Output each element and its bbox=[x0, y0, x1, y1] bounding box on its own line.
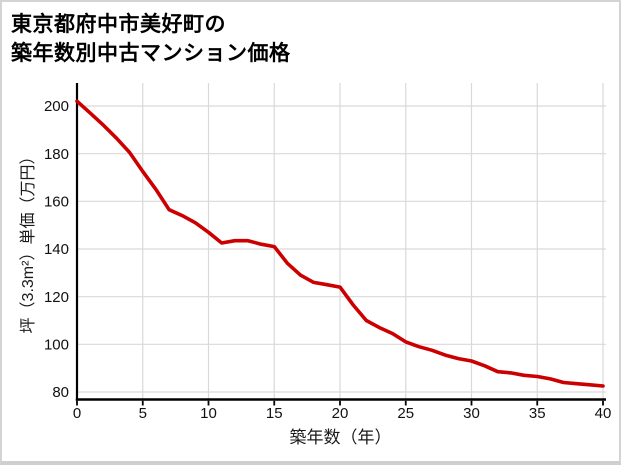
chart-title-line1: 東京都府中市美好町の bbox=[11, 13, 226, 36]
x-tick-label: 30 bbox=[463, 405, 480, 422]
chart-title: 東京都府中市美好町の 築年数別中古マンション価格 bbox=[11, 10, 291, 68]
x-tick-label: 40 bbox=[595, 405, 612, 422]
y-tick-label: 140 bbox=[44, 241, 69, 258]
x-tick-label: 25 bbox=[397, 405, 414, 422]
x-tick-label: 0 bbox=[73, 405, 81, 422]
x-tick-label: 15 bbox=[266, 405, 283, 422]
y-tick-label: 200 bbox=[44, 98, 69, 115]
price-line bbox=[75, 99, 605, 388]
chart-title-line2: 築年数別中古マンション価格 bbox=[11, 42, 291, 65]
x-tick-label: 20 bbox=[332, 405, 349, 422]
x-tick-label: 35 bbox=[529, 405, 546, 422]
y-tick-label: 80 bbox=[52, 384, 69, 401]
y-tick-label: 180 bbox=[44, 146, 69, 163]
y-tick-label: 100 bbox=[44, 337, 69, 354]
x-tick-label: 10 bbox=[200, 405, 217, 422]
x-tick-label: 5 bbox=[139, 405, 147, 422]
x-axis-label: 築年数（年） bbox=[289, 428, 392, 447]
y-tick-label: 120 bbox=[44, 289, 69, 306]
y-tick-label: 160 bbox=[44, 194, 69, 211]
